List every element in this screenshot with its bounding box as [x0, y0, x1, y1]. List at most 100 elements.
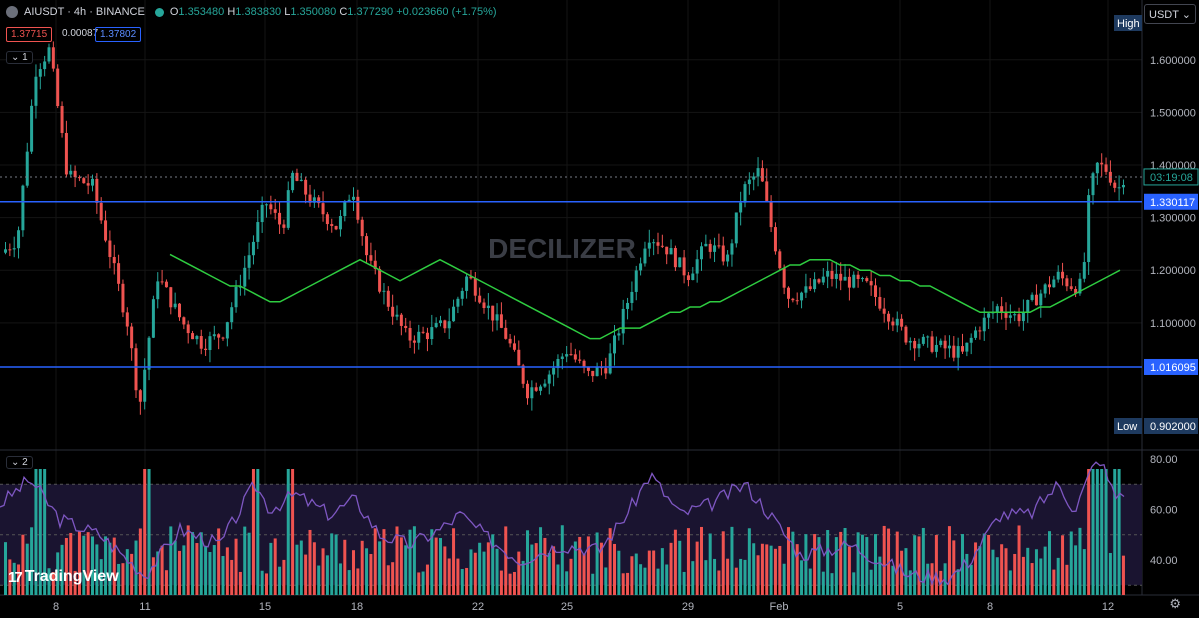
volume-bar: [634, 553, 638, 595]
settings-icon[interactable]: ⚙: [1169, 596, 1181, 611]
candle-body: [1100, 162, 1104, 165]
volume-bar: [212, 545, 216, 595]
volume-bar: [1074, 545, 1078, 595]
volume-bar: [800, 560, 804, 595]
candle-body: [813, 279, 817, 290]
level-price-badge: [1144, 193, 1198, 210]
price-tick-label: 1.600000: [1150, 55, 1196, 67]
candle-body: [25, 151, 29, 186]
volume-bar: [530, 544, 534, 595]
candle-body: [395, 314, 399, 317]
volume-bar: [595, 532, 599, 595]
candle-body: [134, 348, 138, 391]
tradingview-logo[interactable]: 17 TradingView: [8, 568, 119, 586]
volume-bar: [234, 538, 238, 595]
candle-body: [726, 254, 730, 262]
volume-bar: [330, 533, 334, 595]
bid-price[interactable]: 1.37715: [6, 27, 53, 42]
candle-body: [613, 335, 616, 354]
volume-bar: [12, 562, 16, 595]
volume-bar: [56, 552, 60, 595]
candle-body: [826, 270, 830, 277]
candle-body: [882, 308, 886, 314]
volume-bar: [1017, 525, 1021, 595]
high-label: High: [1117, 18, 1140, 30]
candle-body: [608, 353, 612, 374]
candle-body: [147, 337, 151, 370]
rsi-tick-label: 40.00: [1150, 555, 1178, 567]
volume-bar: [917, 536, 921, 595]
candle-body: [439, 320, 442, 324]
chevron-down-icon: ⌄: [11, 52, 20, 63]
candle-body: [686, 275, 690, 280]
candle-body: [830, 270, 834, 279]
chevron-down-icon: ⌄: [1181, 9, 1191, 21]
candle-body: [238, 286, 242, 288]
candle-body: [734, 212, 738, 244]
candle-body: [478, 295, 482, 303]
candle-body: [247, 255, 251, 268]
volume-bar: [599, 542, 603, 595]
volume-bar: [726, 558, 730, 595]
volume-bar: [1095, 469, 1099, 595]
candle-body: [195, 336, 199, 340]
candle-body: [312, 197, 316, 203]
volume-bar: [782, 563, 786, 595]
volume-bar: [495, 548, 499, 595]
volume-bar: [291, 469, 295, 595]
candle-body: [704, 243, 708, 247]
candle-body: [669, 248, 673, 255]
candle-body: [843, 276, 847, 281]
symbol-title[interactable]: AIUSDT · 4h · BINANCE: [24, 6, 145, 18]
candle-body: [304, 179, 308, 195]
candle-body: [369, 255, 373, 261]
indicator-pane: [0, 461, 1142, 595]
candle-body: [343, 201, 347, 217]
volume-bar: [991, 549, 995, 595]
volume-bar: [521, 560, 525, 595]
symbol-logo-icon: [6, 6, 18, 18]
volume-bar: [660, 548, 664, 595]
candle-body: [773, 227, 777, 252]
candle-body: [1113, 182, 1117, 188]
volume-bar: [199, 532, 203, 595]
candle-body: [1039, 293, 1043, 306]
volume-bar: [1117, 469, 1121, 595]
candle-body: [617, 333, 621, 336]
volume-bar: [804, 534, 808, 595]
volume-bar: [765, 544, 769, 595]
candle-body: [73, 170, 77, 178]
volume-bar: [856, 532, 860, 595]
volume-bar: [499, 570, 503, 595]
candle-body: [278, 212, 282, 225]
volume-bar: [830, 573, 834, 595]
volume-bar: [443, 546, 447, 595]
volume-bar: [4, 542, 7, 595]
candle-body: [486, 305, 490, 309]
candle-body: [908, 340, 912, 343]
volume-bar: [839, 531, 843, 595]
volume-bar: [399, 537, 403, 595]
volume-bar: [717, 570, 721, 595]
candle-body: [1095, 162, 1099, 174]
pane-1-toggle[interactable]: ⌄ 1: [6, 51, 33, 64]
candle-body: [365, 236, 369, 256]
ask-price[interactable]: 1.37802: [95, 27, 142, 42]
candle-body: [982, 317, 986, 332]
candle-body: [95, 178, 99, 203]
currency-button[interactable]: USDT ⌄: [1144, 4, 1196, 24]
volume-bar: [556, 564, 560, 595]
volume-bar: [1052, 569, 1056, 595]
volume-bar: [1078, 527, 1082, 595]
candle-body: [434, 323, 438, 328]
volume-bar: [626, 572, 630, 595]
candle-body: [191, 333, 195, 340]
candle-body: [1026, 299, 1030, 312]
candle-body: [482, 302, 486, 309]
candle-body: [834, 273, 838, 279]
candle-body: [399, 314, 403, 326]
pane-2-toggle[interactable]: ⌄ 2: [6, 456, 33, 469]
rsi-tick-label: 80.00: [1150, 454, 1178, 466]
candle-body: [217, 334, 221, 338]
